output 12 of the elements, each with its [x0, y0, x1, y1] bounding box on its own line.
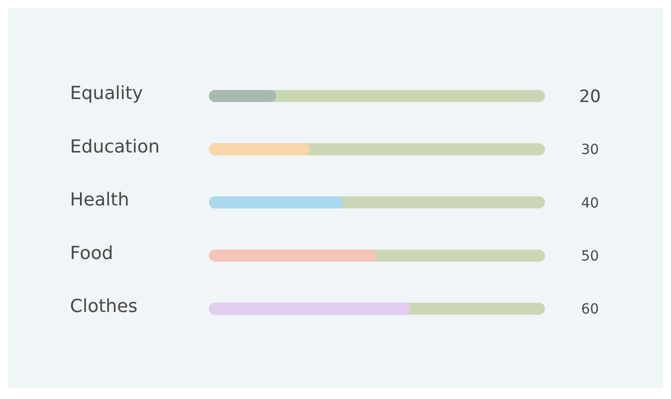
bar	[209, 143, 310, 156]
y-tick-label: Health	[70, 190, 130, 211]
y-tick-label: Equality	[70, 83, 144, 104]
y-tick-label: Clothes	[70, 296, 138, 317]
y-tick-label: Education	[70, 136, 160, 158]
y-tick-label: Food	[70, 242, 114, 264]
data-label: 60	[581, 302, 599, 318]
bar	[209, 90, 276, 102]
data-label: 30	[581, 142, 599, 158]
data-label: 20	[579, 86, 601, 107]
data-label: 50	[581, 248, 599, 264]
data-label: 40	[581, 195, 599, 212]
